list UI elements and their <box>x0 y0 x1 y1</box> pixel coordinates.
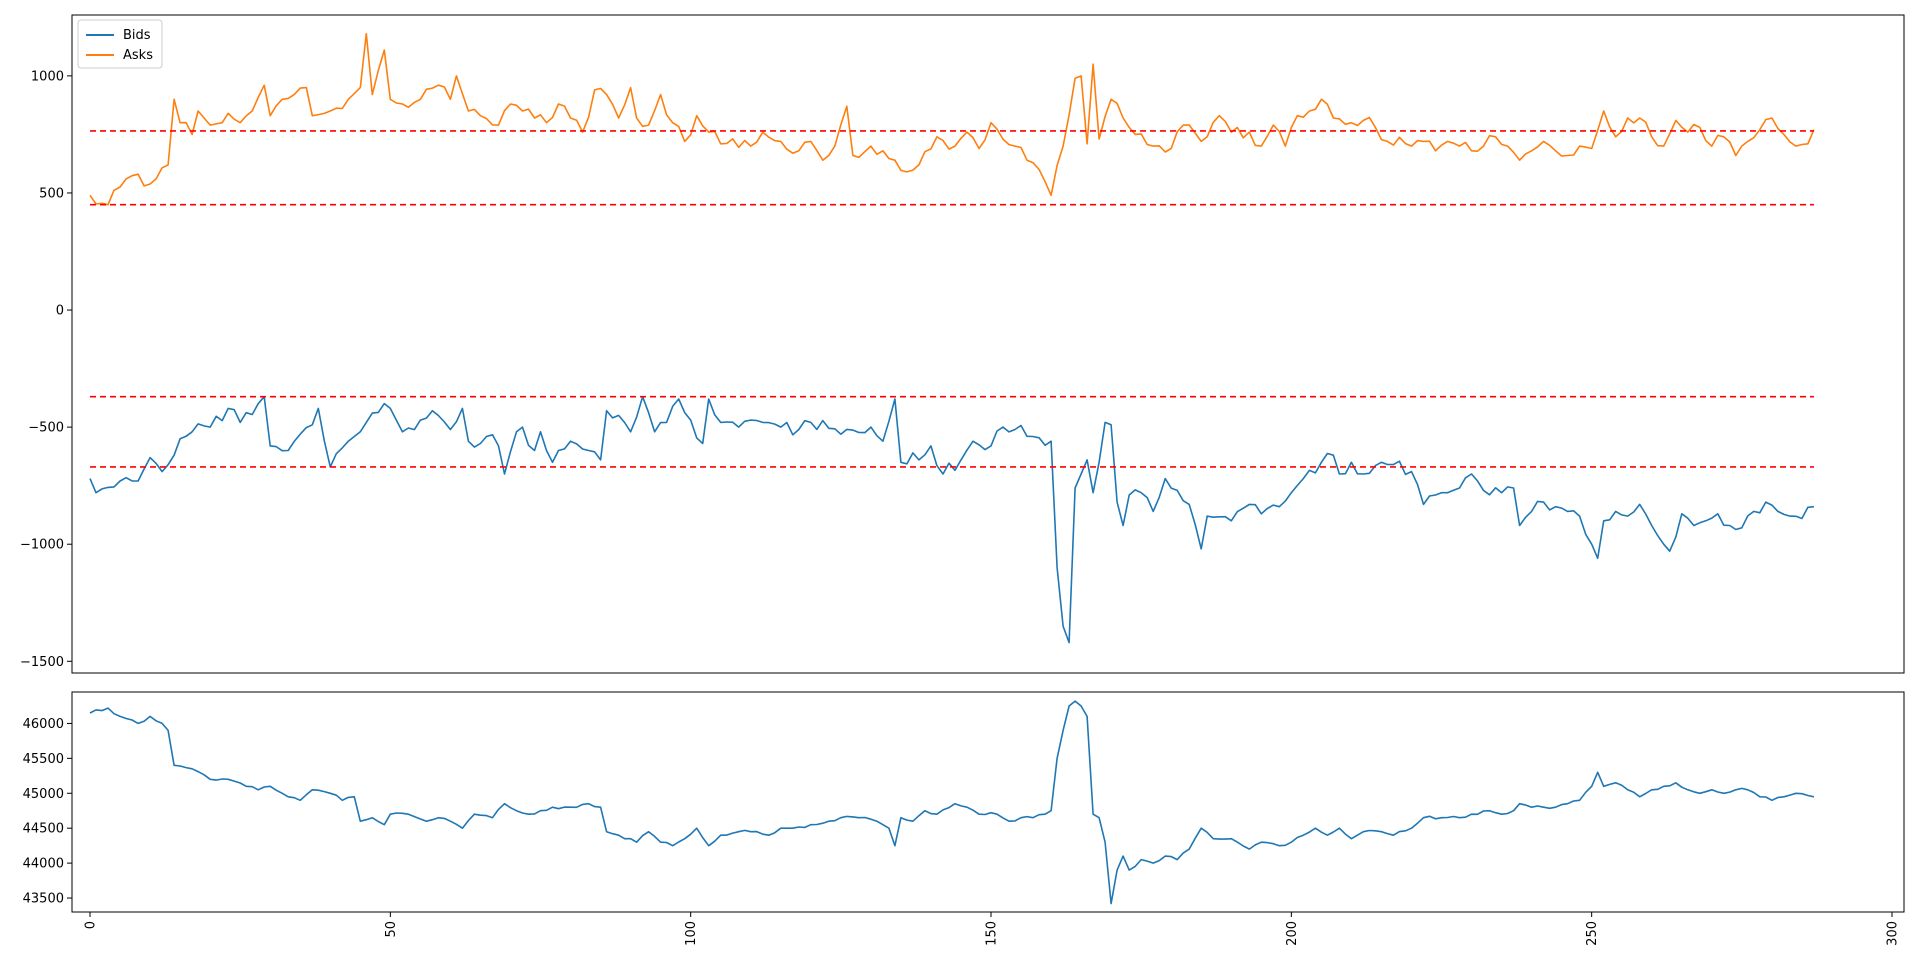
y-tick-label: 45500 <box>23 752 64 767</box>
x-tick-label: 0 <box>84 921 99 929</box>
price-panel: 43500 44000 44500 45000 45500 46000 0 50 100 150… <box>23 691 1905 946</box>
y-tick-label: 1000 <box>31 69 64 84</box>
y-tick-label: −500 <box>28 421 64 436</box>
x-tick-label: 150 <box>985 921 1000 946</box>
y-tick-label: 44500 <box>23 822 64 837</box>
plot-frame <box>71 691 1905 913</box>
bid-ask-panel: −1500 −1000 −500 0 500 1000 Bids Asks <box>20 14 1905 674</box>
x-tick-label: 100 <box>684 921 699 946</box>
y-tick-label: −1000 <box>20 538 64 553</box>
y-tick-label: 46000 <box>23 717 64 732</box>
legend: Bids Asks <box>77 19 163 69</box>
y-tick-label: 43500 <box>23 892 64 907</box>
series-layer <box>89 32 1815 644</box>
legend-label-bids: Bids <box>123 28 151 43</box>
y-tick-label: −1500 <box>20 655 64 670</box>
y-tick-label: 45000 <box>23 787 64 802</box>
x-axis: 0 50 100 150 200 250 300 <box>84 912 1900 946</box>
y-axis: −1500 −1000 −500 0 500 1000 <box>20 69 72 670</box>
x-tick-label: 200 <box>1285 921 1300 946</box>
y-axis: 43500 44000 44500 45000 45500 46000 <box>23 717 72 907</box>
series-layer <box>89 700 1815 905</box>
y-tick-label: 44000 <box>23 857 64 872</box>
y-tick-label: 0 <box>56 304 64 319</box>
y-tick-label: 500 <box>39 186 64 201</box>
plot-frame <box>71 14 1905 674</box>
x-tick-label: 300 <box>1885 921 1900 946</box>
series-line-asks <box>89 32 1815 206</box>
x-tick-label: 250 <box>1585 921 1600 946</box>
x-tick-label: 50 <box>384 921 399 938</box>
series-line-price <box>89 700 1815 905</box>
legend-label-asks: Asks <box>123 48 153 63</box>
